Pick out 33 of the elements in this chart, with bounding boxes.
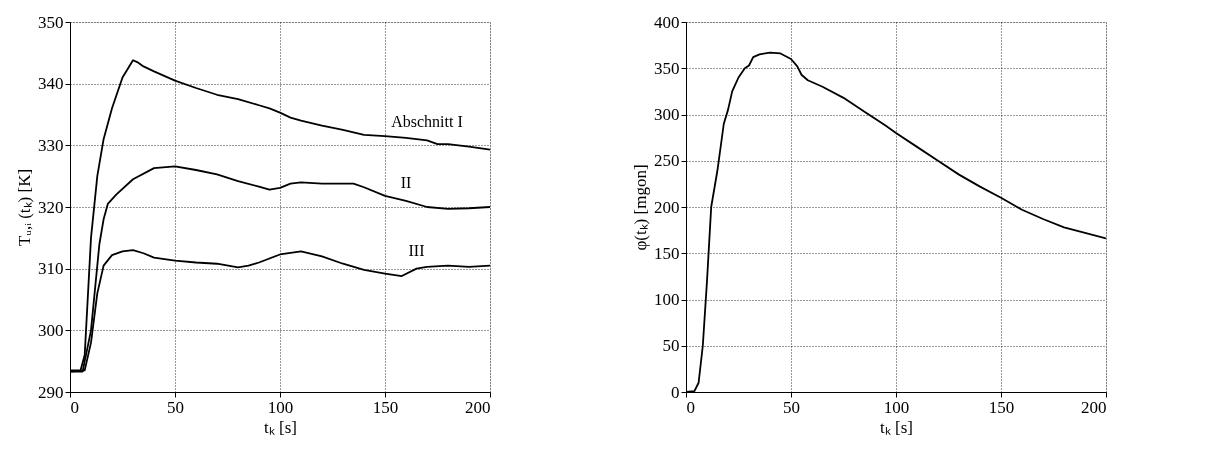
x-tick-label: 50 <box>167 397 184 417</box>
y-tick-label: 0 <box>671 382 680 402</box>
x-axis-title: tₖ [s] <box>880 417 913 437</box>
y-axis-title: Tᵤ,ᵢ (tₖ) [K] <box>15 168 34 247</box>
y-tick-label: 350 <box>38 12 64 32</box>
y-tick-label: 150 <box>654 243 680 263</box>
y-tick-label: 50 <box>662 336 680 356</box>
y-tick-label: 300 <box>38 320 64 340</box>
y-tick-label: 320 <box>38 197 64 217</box>
annotation: III <box>408 241 425 259</box>
x-tick-label: 0 <box>686 397 695 417</box>
x-tick-label: 0 <box>70 397 79 417</box>
y-tick-label: 400 <box>654 12 680 32</box>
y-tick-label: 350 <box>654 58 680 78</box>
x-tick-label: 50 <box>783 397 800 417</box>
y-tick-label: 250 <box>654 151 680 171</box>
y-tick-label: 300 <box>654 105 680 124</box>
x-tick-label: 100 <box>267 397 294 417</box>
y-tick-label: 100 <box>654 290 680 309</box>
y-tick-label: 340 <box>38 74 64 94</box>
x-tick-label: 150 <box>372 397 399 417</box>
x-tick-label: 200 <box>465 397 491 417</box>
x-axis-title: tₖ [s] <box>264 417 297 437</box>
x-tick-label: 100 <box>883 397 910 417</box>
y-tick-label: 330 <box>38 135 64 155</box>
annotation: II <box>400 173 412 191</box>
x-tick-label: 200 <box>1081 397 1107 417</box>
y-tick-label: 310 <box>38 259 64 279</box>
x-tick-label: 150 <box>988 397 1015 417</box>
y-axis-title: φ(tₖ) [mgon] <box>631 164 650 251</box>
annotation: Abschnitt I <box>391 113 463 131</box>
y-tick-label: 200 <box>654 197 680 217</box>
y-tick-label: 290 <box>38 382 64 402</box>
